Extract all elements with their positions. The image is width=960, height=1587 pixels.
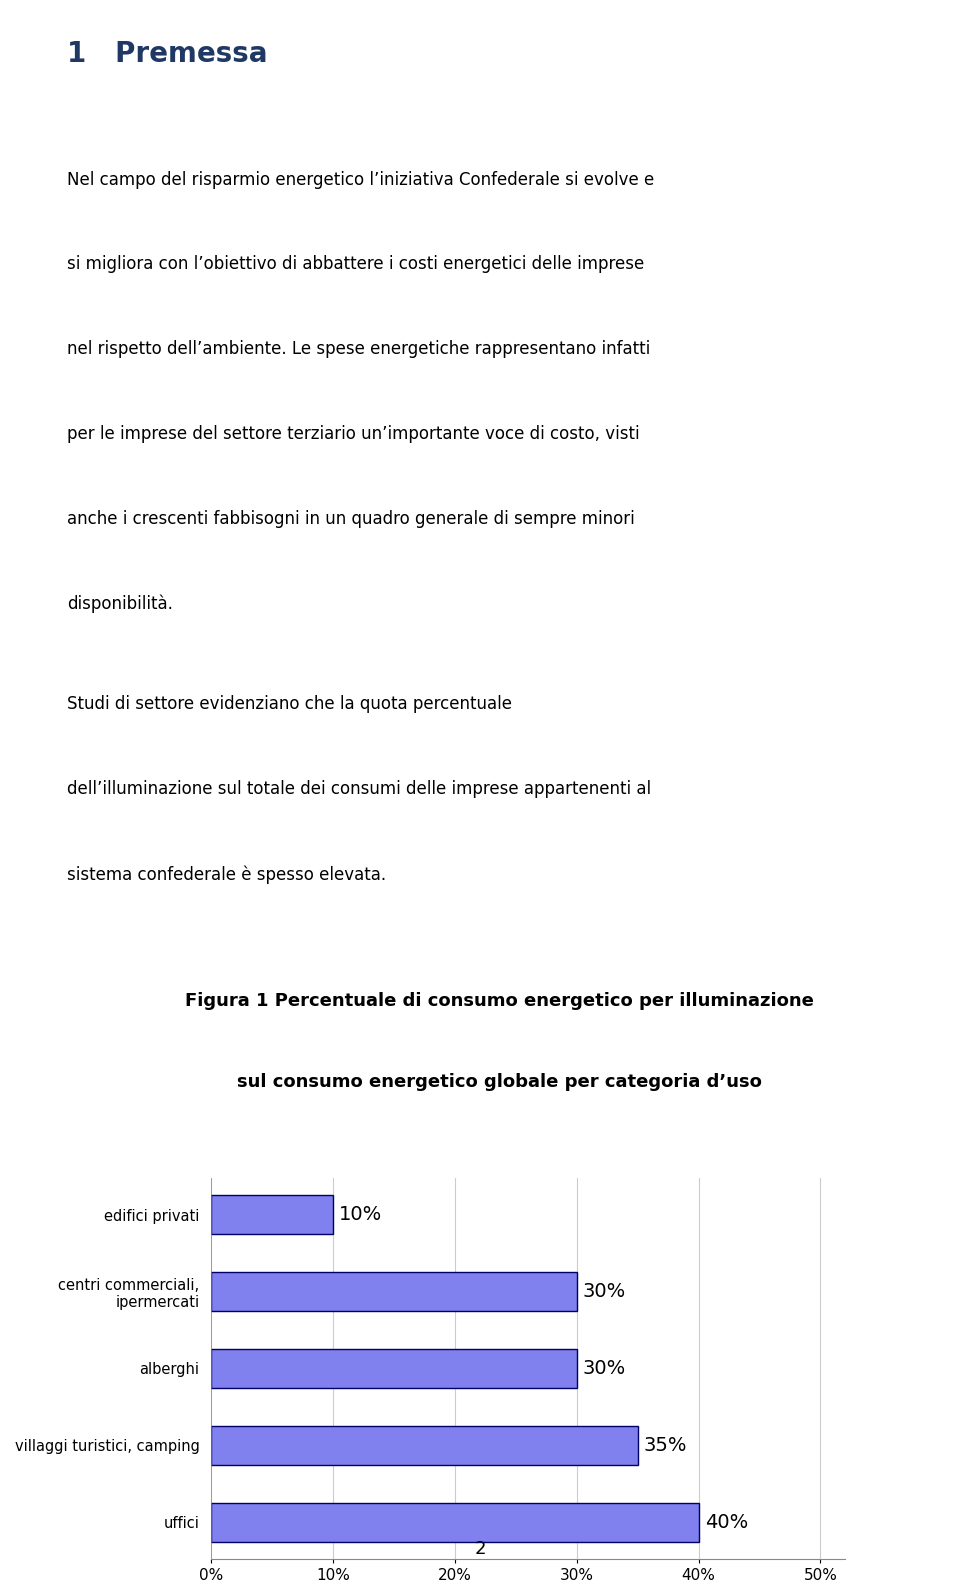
Text: sul consumo energetico globale per categoria d’uso: sul consumo energetico globale per categ…	[237, 1073, 761, 1090]
Text: 30%: 30%	[583, 1282, 626, 1301]
Text: 2: 2	[474, 1541, 486, 1558]
Bar	[211, 1349, 577, 1387]
Text: 1   Premessa: 1 Premessa	[67, 40, 268, 68]
Bar	[211, 1427, 637, 1465]
Text: 10%: 10%	[339, 1205, 382, 1224]
Text: disponibilità.: disponibilità.	[67, 595, 173, 613]
Text: 35%: 35%	[644, 1436, 687, 1455]
Text: 30%: 30%	[583, 1358, 626, 1378]
Text: sistema confederale è spesso elevata.: sistema confederale è spesso elevata.	[67, 865, 386, 884]
Bar	[211, 1503, 699, 1541]
Text: Studi di settore evidenziano che la quota percentuale: Studi di settore evidenziano che la quot…	[67, 695, 513, 714]
Bar	[211, 1195, 333, 1233]
Text: 40%: 40%	[705, 1512, 748, 1531]
Bar	[211, 1273, 577, 1311]
Text: anche i crescenti fabbisogni in un quadro generale di sempre minori: anche i crescenti fabbisogni in un quadr…	[67, 509, 635, 528]
Text: Figura 1 Percentuale di consumo energetico per illuminazione: Figura 1 Percentuale di consumo energeti…	[184, 992, 814, 1009]
Text: dell’illuminazione sul totale dei consumi delle imprese appartenenti al: dell’illuminazione sul totale dei consum…	[67, 781, 651, 798]
Text: si migliora con l’obiettivo di abbattere i costi energetici delle imprese: si migliora con l’obiettivo di abbattere…	[67, 256, 644, 273]
Text: nel rispetto dell’ambiente. Le spese energetiche rappresentano infatti: nel rispetto dell’ambiente. Le spese ene…	[67, 340, 651, 359]
Text: per le imprese del settore terziario un’importante voce di costo, visti: per le imprese del settore terziario un’…	[67, 425, 639, 443]
Text: Nel campo del risparmio energetico l’iniziativa Confederale si evolve e: Nel campo del risparmio energetico l’ini…	[67, 170, 655, 189]
